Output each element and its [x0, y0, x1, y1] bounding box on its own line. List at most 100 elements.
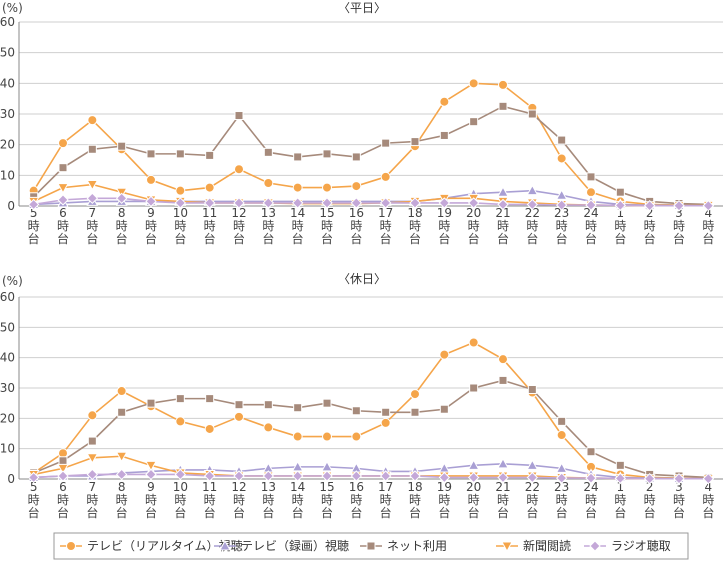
- data-point: [233, 470, 245, 482]
- data-point: [673, 199, 685, 212]
- data-point: [614, 472, 627, 485]
- x-tick-label: 12 時台: [231, 480, 246, 520]
- data-point: [498, 79, 508, 90]
- data-point: [381, 407, 391, 417]
- legend-marker: [501, 541, 513, 553]
- x-tick-label: 17 時台: [378, 206, 393, 246]
- y-unit-label: (%): [2, 274, 23, 288]
- data-point: [291, 197, 304, 209]
- data-point: [322, 398, 332, 408]
- data-point: [380, 171, 391, 182]
- data-point: [409, 197, 421, 209]
- x-tick-label: 5 時台: [28, 206, 40, 246]
- x-tick-label: 23 時台: [554, 206, 569, 246]
- legend-marker: [219, 539, 231, 551]
- legend-item: ラジオ聴取: [584, 539, 671, 553]
- data-point: [555, 189, 568, 200]
- data-point: [526, 184, 539, 196]
- data-point: [146, 174, 156, 185]
- data-point: [469, 117, 479, 127]
- x-tick-label: 7 時台: [86, 480, 98, 520]
- y-tick-label: 10: [0, 442, 15, 456]
- data-point: [557, 416, 567, 426]
- x-tick-label: 11 時台: [202, 480, 217, 520]
- data-point: [87, 115, 98, 126]
- x-tick-label: 24 時台: [583, 480, 598, 520]
- data-point: [175, 416, 186, 427]
- data-point: [409, 470, 421, 482]
- chart-panel-1: 〈平日〉 (%) 0 10 20 30 40 50 60 5 時台 6 時台 7 時台 8 時台 9 時台 10 時台 1…: [0, 1, 723, 246]
- data-point: [410, 389, 420, 400]
- legend-item: 新聞閲読: [496, 538, 571, 553]
- x-tick-label: 4 時台: [702, 206, 714, 246]
- data-point: [146, 149, 156, 159]
- data-point: [614, 199, 627, 212]
- legend-label: 新聞閲読: [523, 538, 571, 553]
- data-point: [321, 197, 333, 209]
- chart-title: 〈平日〉: [338, 1, 386, 15]
- data-point: [615, 460, 625, 470]
- series-5: [27, 468, 715, 485]
- y-tick-label: 30: [0, 381, 15, 395]
- x-tick-label: 15 時台: [319, 206, 334, 246]
- x-tick-label: 2 時台: [644, 206, 656, 246]
- data-point: [469, 383, 479, 393]
- x-tick-label: 8 時台: [116, 480, 128, 520]
- x-tick-label: 23 時台: [554, 480, 569, 520]
- data-point: [467, 197, 480, 209]
- data-point: [86, 180, 99, 191]
- y-tick-label: 40: [0, 351, 15, 365]
- data-point: [116, 386, 127, 397]
- legend-label: テレビ（録画）視聴: [241, 538, 349, 553]
- series-3: [29, 101, 713, 209]
- x-tick-label: 2 時台: [644, 480, 656, 520]
- x-tick-label: 13 時台: [261, 206, 276, 246]
- data-point: [115, 451, 128, 463]
- data-point: [350, 197, 363, 209]
- data-point: [205, 150, 215, 160]
- y-tick-label: 20: [0, 411, 15, 425]
- x-tick-label: 1 時台: [614, 480, 626, 520]
- x-tick-label: 15 時台: [319, 480, 334, 520]
- y-tick-label: 0: [7, 199, 15, 213]
- x-tick-label: 19 時台: [437, 480, 452, 520]
- y-tick-label: 10: [0, 168, 15, 182]
- x-tick-label: 8 時台: [116, 206, 128, 246]
- data-point: [175, 149, 185, 159]
- data-point: [205, 394, 215, 404]
- data-point: [145, 460, 157, 472]
- data-point: [174, 197, 187, 209]
- data-point: [234, 111, 244, 121]
- data-point: [410, 137, 420, 147]
- data-point: [175, 394, 185, 404]
- x-tick-label: 14 時台: [290, 480, 305, 520]
- y-tick-label: 50: [0, 46, 15, 60]
- data-point: [585, 472, 597, 484]
- x-tick-label: 13 時台: [261, 480, 276, 520]
- data-point: [57, 183, 69, 194]
- x-tick-label: 20 時台: [466, 206, 481, 246]
- data-point: [291, 470, 304, 482]
- data-point: [527, 109, 537, 119]
- data-point: [57, 470, 69, 482]
- data-point: [27, 471, 40, 484]
- data-point: [86, 192, 99, 205]
- x-tick-label: 21 時台: [495, 480, 510, 520]
- series-line: [32, 82, 709, 206]
- x-tick-label: 20 時台: [466, 480, 481, 520]
- data-point: [438, 197, 451, 209]
- x-tick-label: 22 時台: [525, 480, 540, 520]
- data-point: [117, 141, 127, 151]
- data-point: [526, 198, 539, 211]
- data-point: [497, 457, 509, 469]
- legend-marker: [366, 541, 376, 551]
- x-tick-label: 3 時台: [673, 206, 685, 246]
- data-point: [439, 404, 449, 414]
- data-point: [556, 153, 567, 164]
- data-point: [174, 468, 187, 481]
- data-point: [702, 199, 715, 212]
- data-point: [527, 385, 537, 395]
- x-tick-label: 19 時台: [437, 206, 452, 246]
- data-point: [322, 149, 332, 159]
- data-point: [87, 436, 97, 446]
